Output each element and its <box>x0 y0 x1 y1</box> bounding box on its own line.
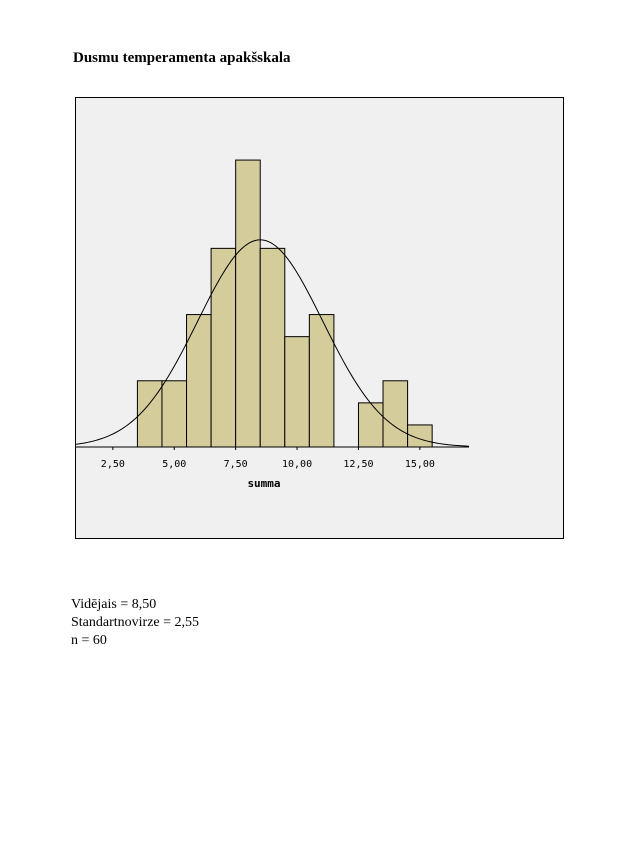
x-tick-label-4: 12,50 <box>343 459 373 470</box>
histogram-bar-7 <box>308 314 335 448</box>
histogram-bar-0 <box>136 380 163 448</box>
std-stat: Standartnovirze = 2,55 <box>71 615 200 630</box>
histogram-bar-6 <box>284 336 310 448</box>
histogram-bar-2 <box>186 314 212 448</box>
x-tick-label-3: 10,00 <box>282 459 312 470</box>
histogram-bar-8 <box>357 402 384 448</box>
histogram-chart: 0,02,55,07,510,012,52,505,007,5010,0012,… <box>76 159 470 490</box>
summary-stats: Vidējais = 8,50 Standartnovirze = 2,55 n… <box>71 596 199 650</box>
histogram-bar-4 <box>235 159 261 448</box>
histogram-bar-3 <box>210 247 237 448</box>
histogram-bar-1 <box>161 380 188 448</box>
x-tick-label-1: 5,00 <box>162 459 186 470</box>
x-axis-label: summa <box>247 477 280 490</box>
histogram-bar-9 <box>382 380 409 448</box>
x-tick-label-2: 7,50 <box>224 459 248 470</box>
mean-stat: Vidējais = 8,50 <box>71 597 157 612</box>
x-tick-label-0: 2,50 <box>101 459 125 470</box>
n-stat: n = 60 <box>71 633 107 648</box>
normal-curve <box>76 239 470 447</box>
x-tick-label-5: 15,00 <box>405 459 435 470</box>
chart-frame: 0,02,55,07,510,012,52,505,007,5010,0012,… <box>75 97 564 539</box>
histogram-bar-5 <box>259 247 286 448</box>
page-title: Dusmu temperamenta apakšskala <box>73 50 291 66</box>
